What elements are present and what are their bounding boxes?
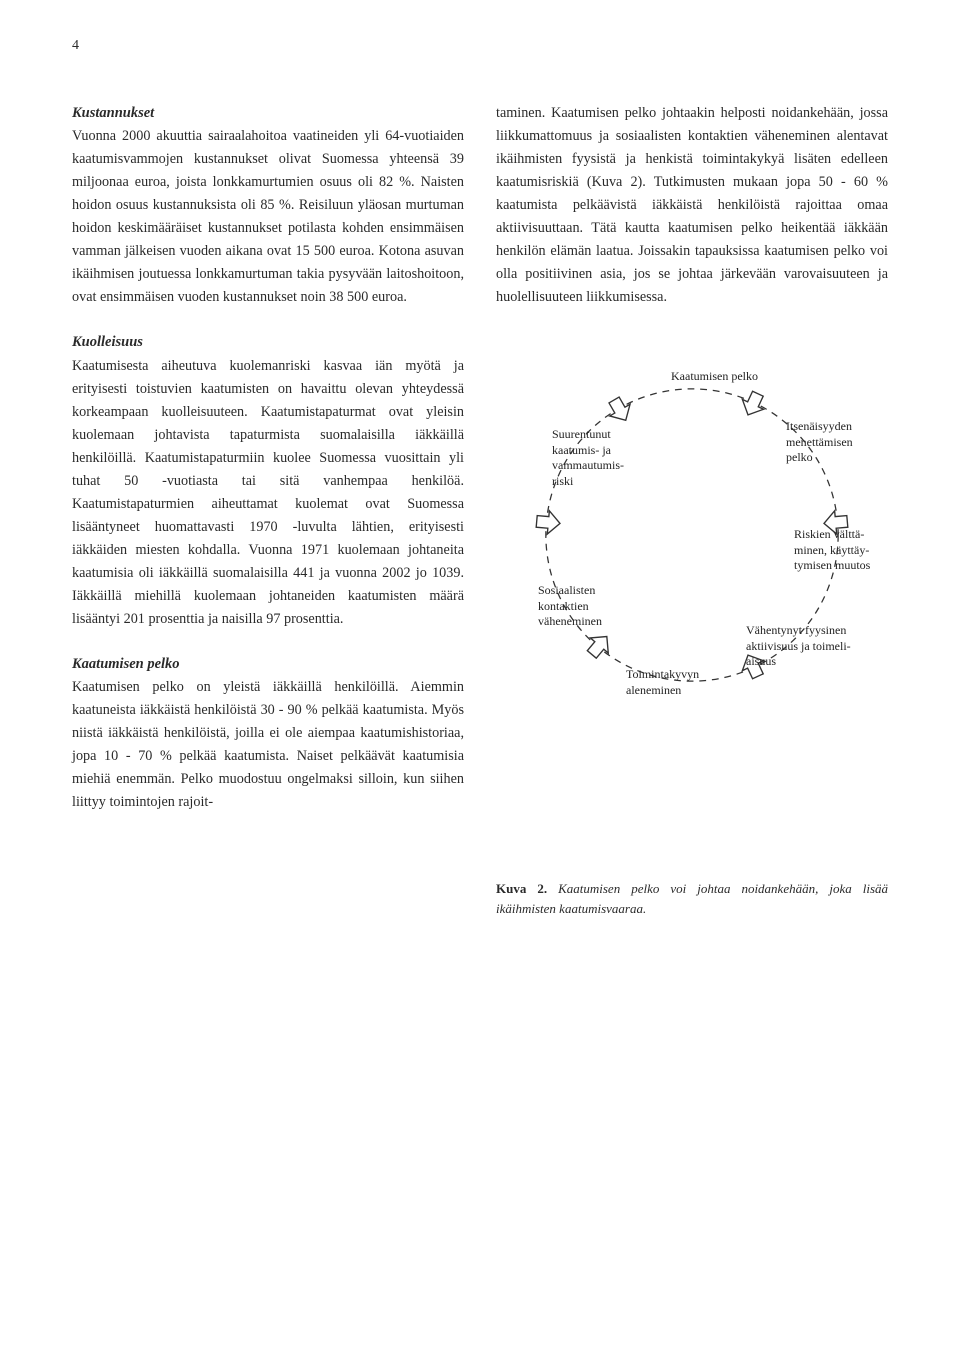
two-column-layout: Kustannukset Vuonna 2000 akuuttia sairaa…: [72, 102, 888, 919]
node-text: tymisen muutos: [794, 558, 870, 572]
node-text: väheneminen: [538, 614, 602, 628]
node-r: Riskien välttä- minen, käyttäy- tymisen …: [794, 527, 870, 574]
section-kuolleisuus: Kuolleisuus Kaatumisesta aiheutuva kuole…: [72, 331, 464, 630]
node-text: pelko: [786, 450, 813, 464]
node-text: Sosiaalisten: [538, 583, 595, 597]
arrow-icon: [583, 629, 616, 662]
page-number: 4: [72, 38, 888, 54]
node-bl: Sosiaalisten kontaktien väheneminen: [538, 583, 602, 630]
node-tl: Suurentunut kaatumis- ja vammautumis- ri…: [552, 427, 624, 489]
node-text: aisuus: [746, 654, 776, 668]
node-text: aleneminen: [626, 683, 681, 697]
node-text: aktiivisuus ja toimeli-: [746, 639, 851, 653]
spacer: [72, 309, 464, 331]
spacer: [72, 631, 464, 653]
node-text: Itsenäisyyden: [786, 419, 852, 433]
spacer: [496, 309, 888, 331]
node-text: minen, käyttäy-: [794, 543, 869, 557]
node-b: Toimintakyvyn aleneminen: [626, 667, 699, 698]
body-kustannukset: Vuonna 2000 akuuttia sairaalahoitoa vaat…: [72, 125, 464, 309]
spacer: [496, 743, 888, 873]
figure-caption: Kuva 2. Kaatumisen pelko voi johtaa noid…: [496, 879, 888, 919]
node-text: menettämisen: [786, 435, 853, 449]
section-kustannukset: Kustannukset Vuonna 2000 akuuttia sairaa…: [72, 102, 464, 309]
section-pelko: Kaatumisen pelko Kaatumisen pelko on yle…: [72, 653, 464, 814]
arrow-icon: [604, 394, 636, 426]
body-kuolleisuus: Kaatumisesta aiheutuva kuolemanriski kas…: [72, 355, 464, 631]
arrow-icon: [536, 510, 561, 535]
heading-kuolleisuus: Kuolleisuus: [72, 331, 464, 354]
node-text: riski: [552, 474, 573, 488]
node-text: Toimintakyvyn: [626, 667, 699, 681]
body-right-continuation: taminen. Kaatumisen pelko johtaakin help…: [496, 102, 888, 309]
node-text: kontaktien: [538, 599, 589, 613]
node-top: Kaatumisen pelko: [671, 369, 758, 385]
node-text: Riskien välttä-: [794, 527, 864, 541]
heading-kustannukset: Kustannukset: [72, 102, 464, 125]
arrow-icon: [737, 389, 768, 420]
node-tr: Itsenäisyyden menettämisen pelko: [786, 419, 853, 466]
node-text: kaatumis- ja: [552, 443, 611, 457]
body-pelko: Kaatumisen pelko on yleistä iäkkäillä he…: [72, 676, 464, 814]
figure-cycle-diagram: Kaatumisen pelko Itsenäisyyden menettämi…: [496, 345, 888, 725]
heading-pelko: Kaatumisen pelko: [72, 653, 464, 676]
node-br: Vähentynyt fyysinen aktiivisuus ja toime…: [746, 623, 851, 670]
node-text: vammautumis-: [552, 458, 624, 472]
caption-lead: Kuva 2.: [496, 881, 547, 896]
caption-text: Kaatumisen pelko voi johtaa noidankehään…: [496, 881, 888, 916]
node-text: Vähentynyt fyysinen: [746, 623, 846, 637]
node-text: Suurentunut: [552, 427, 611, 441]
